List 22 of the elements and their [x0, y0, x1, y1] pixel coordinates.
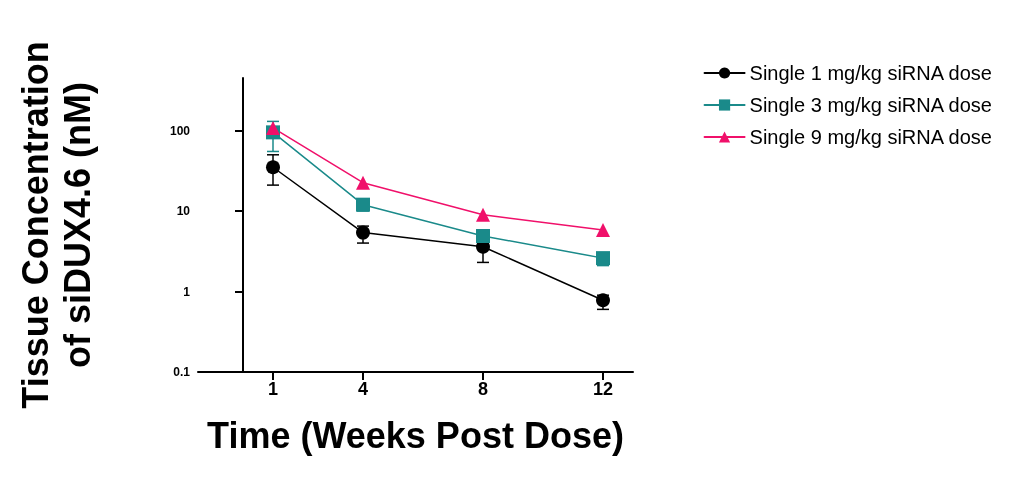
x-axis-title: Time (Weeks Post Dose)	[207, 414, 624, 456]
y-tick-label: 0.1	[173, 365, 191, 379]
x-tick-label: 4	[357, 379, 369, 399]
x-tick-label: 12	[592, 379, 614, 399]
y-tick-label: 100	[169, 123, 191, 138]
point	[356, 225, 370, 240]
point	[476, 207, 490, 222]
y-tick-label: 1	[183, 284, 191, 299]
point	[266, 160, 280, 175]
y-axis-title: Tissue Concentration of siDUX4.6 (nM)	[14, 41, 98, 409]
legend-label: Single 9 mg/kg siRNA dose	[749, 126, 992, 148]
legend-label: Single 1 mg/kg siRNA dose	[749, 62, 992, 84]
point	[596, 223, 610, 238]
point	[476, 228, 490, 243]
point	[266, 120, 280, 135]
x-tick-label: 1	[267, 379, 279, 399]
point	[356, 175, 370, 190]
legend-label: Single 3 mg/kg siRNA dose	[749, 94, 992, 116]
point	[596, 251, 610, 266]
x-tick-label: 8	[477, 379, 489, 399]
y-tick-label: 10	[176, 204, 191, 219]
point	[356, 197, 370, 212]
